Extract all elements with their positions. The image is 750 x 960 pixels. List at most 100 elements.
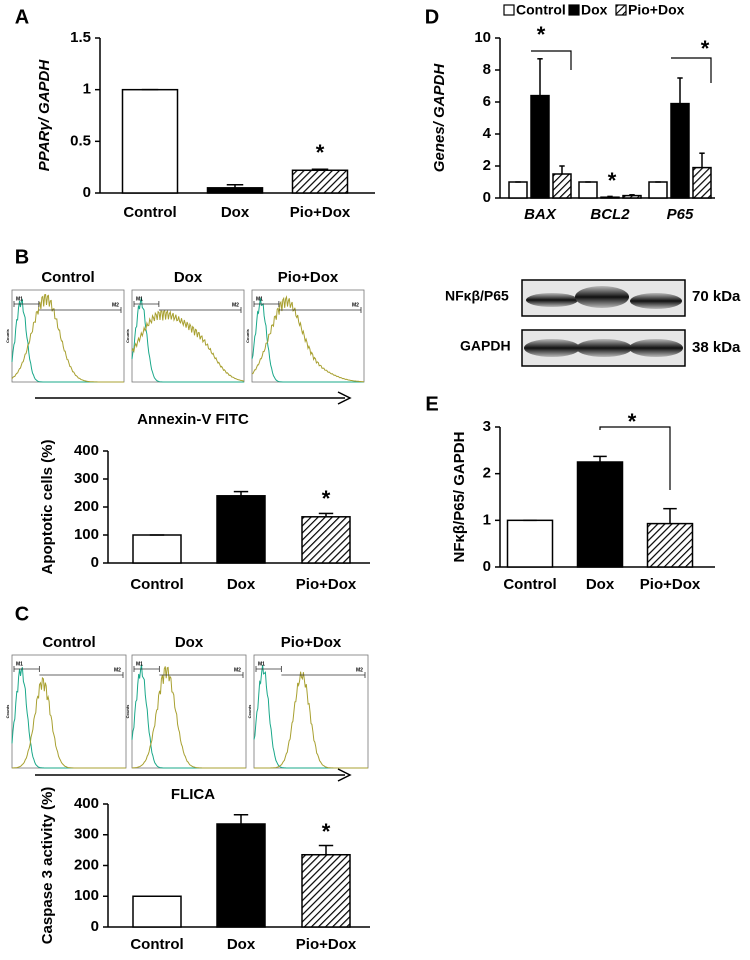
y-tick-label: 1 — [483, 511, 491, 528]
flow-gate — [13, 301, 40, 307]
error-bar — [677, 77, 683, 104]
y-tick-label: 0 — [83, 184, 91, 201]
x-tick-label: Dox — [221, 204, 250, 221]
significance-star: * — [316, 140, 325, 165]
error-bar — [607, 195, 613, 198]
bar — [530, 94, 550, 199]
significance-bracket — [531, 50, 572, 70]
y-axis-label: Apoptotic cells (%) — [39, 439, 56, 574]
flow-trace — [11, 294, 124, 383]
y-tick-label: 6 — [483, 93, 491, 110]
bar — [578, 181, 598, 199]
flow-gate-label: M2 — [352, 302, 359, 308]
panel-label: E — [425, 393, 438, 415]
flow-title: Dox — [175, 634, 204, 651]
y-tick-label: 0 — [91, 554, 99, 571]
y-tick-label: 100 — [74, 887, 99, 904]
blot-size: 38 kDa — [692, 339, 741, 356]
flow-gate — [281, 672, 366, 678]
x-tick-label: P65 — [667, 206, 694, 223]
y-tick-label: 0 — [483, 189, 491, 206]
y-tick-label: 8 — [483, 61, 491, 78]
flow-trace — [251, 298, 364, 383]
blot-band — [576, 339, 632, 357]
error-bar — [318, 512, 334, 517]
blot-label: GAPDH — [460, 338, 511, 354]
flow-trace — [131, 297, 244, 383]
flow-gate-label: M1 — [258, 661, 265, 667]
x-tick-label: Control — [503, 576, 556, 593]
bar — [291, 169, 349, 194]
y-tick-label: 10 — [474, 29, 491, 46]
y-tick-label: 100 — [74, 526, 99, 543]
flow-gate-label: M1 — [256, 296, 263, 302]
flow-trace — [11, 676, 126, 769]
flow-ylabel: Counts — [125, 704, 130, 719]
flow-gate — [13, 666, 40, 672]
legend-label: Pio+Dox — [628, 2, 685, 18]
flow-gate — [133, 666, 160, 672]
flow-gate — [278, 307, 362, 313]
flow-gate-label: M1 — [16, 661, 23, 667]
y-axis-label: Caspase 3 activity (%) — [39, 787, 56, 945]
flow-trace — [131, 309, 245, 382]
y-tick-label: 400 — [74, 442, 99, 459]
flow-ylabel: Counts — [245, 328, 250, 343]
flow-trace — [254, 671, 368, 769]
error-bar — [593, 455, 607, 462]
bar — [216, 495, 266, 564]
y-axis-label: Genes/ GAPDH — [431, 63, 448, 173]
error-bar — [318, 844, 334, 855]
bar — [646, 522, 694, 568]
flow-gate — [253, 301, 280, 307]
blot-band — [524, 339, 580, 357]
flow-gate — [38, 307, 122, 313]
error-bar — [663, 507, 677, 524]
x-tick-label: Dox — [227, 576, 256, 593]
x-tick-label: Control — [123, 204, 176, 221]
flow-frame — [253, 654, 369, 769]
flow-gate — [159, 672, 244, 678]
flow-trace — [252, 295, 364, 383]
x-tick-label: Control — [130, 576, 183, 593]
bar — [301, 853, 351, 928]
legend-label: Control — [516, 2, 566, 18]
flow-gate-label: M2 — [232, 302, 239, 308]
flow-gate-label: M2 — [114, 667, 121, 673]
bar — [622, 194, 642, 199]
bar — [576, 461, 624, 568]
y-tick-label: 400 — [74, 795, 99, 812]
error-bar — [226, 183, 244, 188]
y-tick-label: 2 — [483, 157, 491, 174]
error-bar — [559, 165, 565, 174]
y-tick-label: 3 — [483, 418, 491, 435]
x-tick-label: Pio+Dox — [296, 936, 357, 953]
y-tick-label: 0 — [91, 918, 99, 935]
flow-frame — [11, 654, 127, 769]
flow-axis-arrowhead — [337, 391, 352, 405]
x-tick-label: Dox — [227, 936, 256, 953]
bar — [132, 534, 182, 564]
significance-bracket — [599, 426, 671, 490]
flow-xlabel: FLICA — [171, 786, 215, 803]
x-tick-label: Pio+Dox — [296, 576, 357, 593]
legend-swatch — [615, 4, 627, 16]
y-tick-label: 0.5 — [70, 132, 91, 149]
legend-swatch — [568, 4, 580, 16]
x-tick-label: BAX — [524, 206, 557, 223]
bar — [670, 102, 690, 199]
flow-gate — [39, 672, 124, 678]
significance-star: * — [628, 409, 637, 434]
flow-ylabel: Counts — [125, 328, 130, 343]
flow-ylabel: Counts — [5, 704, 10, 719]
flow-ylabel: Counts — [247, 704, 252, 719]
y-tick-label: 1 — [83, 81, 91, 98]
bar — [132, 895, 182, 928]
bar — [508, 181, 528, 199]
blot-label: NFκβ/P65 — [445, 288, 509, 304]
bar — [301, 516, 351, 564]
flow-title: Control — [42, 634, 95, 651]
flow-gate-label: M2 — [112, 302, 119, 308]
panel-label: D — [425, 6, 439, 28]
